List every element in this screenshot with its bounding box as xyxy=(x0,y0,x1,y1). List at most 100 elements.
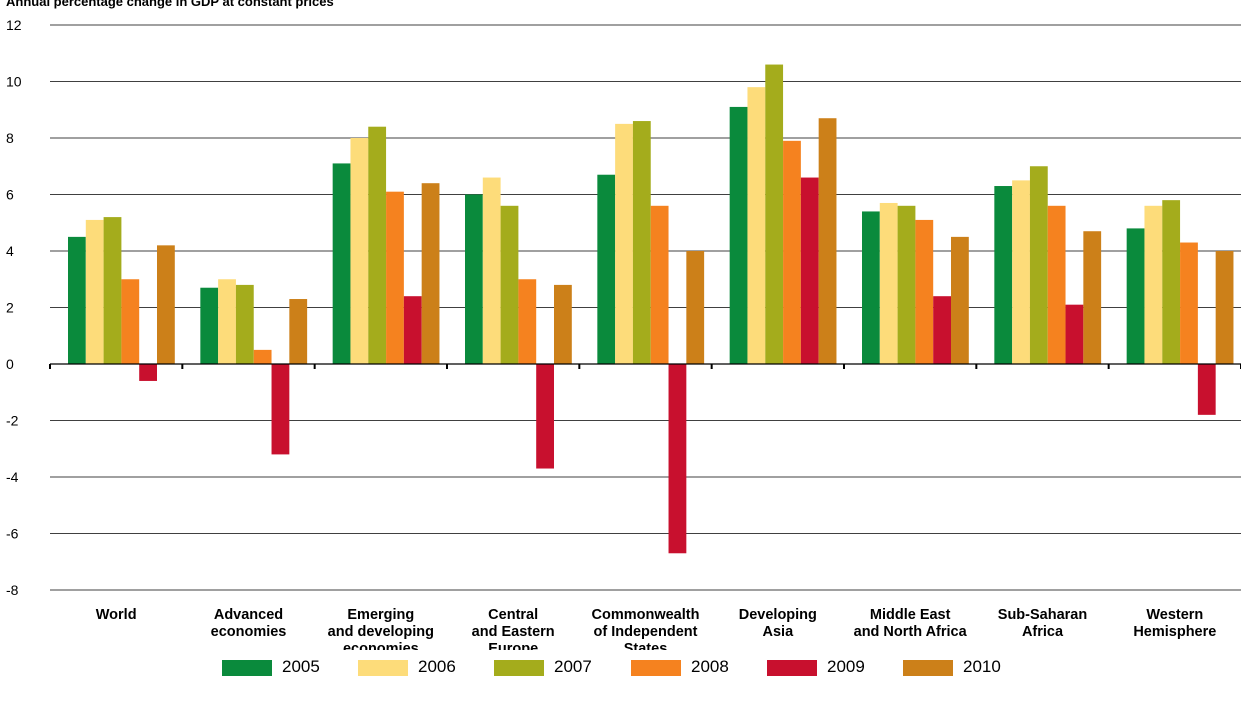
bar-2008 xyxy=(1047,205,1066,364)
category-label-line: Western xyxy=(1146,607,1203,623)
bar-2009 xyxy=(933,296,951,364)
legend-swatch xyxy=(358,660,408,676)
bar-2006 xyxy=(218,279,236,364)
legend-swatch xyxy=(222,660,272,676)
bar-2005 xyxy=(597,174,616,364)
bar-2007 xyxy=(765,64,784,365)
category-label-line: Commonwealth xyxy=(592,607,700,623)
bar-2010 xyxy=(1083,231,1102,364)
bar-2009 xyxy=(536,364,554,469)
bar-2009 xyxy=(271,364,290,455)
bar-2006 xyxy=(350,138,369,364)
bar-2005 xyxy=(1126,228,1145,364)
bar-2009 xyxy=(403,296,422,364)
y-tick-label: 10 xyxy=(6,74,22,90)
bar-2010 xyxy=(289,299,308,364)
legend-swatch xyxy=(494,660,544,676)
category-label-line: Central xyxy=(488,607,538,623)
bar-2007 xyxy=(1162,200,1181,364)
bar-2006 xyxy=(747,87,766,365)
bar-2007 xyxy=(235,284,254,364)
bar-2005 xyxy=(994,186,1013,364)
bar-2005 xyxy=(68,236,86,364)
category-label-line: Emerging xyxy=(347,607,414,623)
bar-2008 xyxy=(121,279,140,364)
category-label-line: economies xyxy=(211,624,287,640)
bar-2009 xyxy=(800,177,819,364)
legend-label: 2007 xyxy=(554,657,592,676)
category-label: Developing Asia xyxy=(739,607,817,640)
category-label: World xyxy=(96,607,137,623)
bar-2010 xyxy=(421,183,440,364)
legend-swatch xyxy=(631,660,681,676)
bar-2008 xyxy=(253,349,272,364)
bar-2008 xyxy=(650,205,669,364)
category-label: Emerging and developing economies xyxy=(328,607,434,650)
category-label-line: States xyxy=(624,641,668,650)
category-label-line: Advanced xyxy=(214,607,283,623)
bar-2005 xyxy=(332,163,351,364)
chart-title: Annual percentage change in GDP at const… xyxy=(6,0,334,9)
bar-2006 xyxy=(85,219,104,364)
category-label: Sub-Saharan Africa xyxy=(998,607,1087,640)
bar-2010 xyxy=(818,118,837,364)
y-tick-label: 4 xyxy=(6,243,14,259)
legend-swatch xyxy=(903,660,953,676)
y-tick-label: 8 xyxy=(6,130,14,146)
legend-label: 2009 xyxy=(827,657,865,676)
bar-2006 xyxy=(615,123,633,364)
category-label-line: and developing xyxy=(328,624,434,640)
category-label: Central and Eastern Europe xyxy=(472,607,555,650)
category-labels: World Advanced economies Emerging and develo… xyxy=(96,607,1217,650)
bar-2007 xyxy=(500,205,519,364)
bar-2009 xyxy=(668,364,687,554)
category-label-line: Asia xyxy=(763,624,795,640)
category-label-line: World xyxy=(96,607,137,623)
bar-2005 xyxy=(729,106,748,365)
category-label: Middle East and North Africa xyxy=(854,607,968,640)
legend-label: 2008 xyxy=(691,657,729,676)
bar-2007 xyxy=(103,217,122,364)
bar-2005 xyxy=(200,287,219,364)
category-label: Advanced economies xyxy=(211,607,287,640)
bar-2008 xyxy=(386,191,404,364)
category-label: Commonwealth of Independent States xyxy=(592,607,700,650)
legend-label: 2010 xyxy=(963,657,1001,676)
category-label-line: of Independent xyxy=(594,624,698,640)
bar-2010 xyxy=(951,236,969,364)
category-label-line: Europe xyxy=(488,641,538,650)
bar-2007 xyxy=(1029,166,1048,364)
category-label-line: and North Africa xyxy=(854,624,968,640)
legend-label: 2006 xyxy=(418,657,456,676)
category-label-line: Middle East xyxy=(870,607,951,623)
category-label-line: Africa xyxy=(1022,624,1064,640)
category-label: Western Hemisphere xyxy=(1133,607,1216,640)
category-label-line: and Eastern xyxy=(472,624,555,640)
bar-2008 xyxy=(783,140,801,364)
legend: 2005 2006 2007 2008 2009 2010 xyxy=(0,656,1241,680)
bar-2008 xyxy=(1180,242,1198,364)
category-label-line: Hemisphere xyxy=(1133,624,1216,640)
bar-2005 xyxy=(465,194,483,364)
y-tick-label: -8 xyxy=(6,582,19,598)
category-label-line: Sub-Saharan xyxy=(998,607,1087,623)
bars xyxy=(68,64,1234,554)
bar-2008 xyxy=(915,219,934,364)
bar-2006 xyxy=(1144,205,1163,364)
bar-2006 xyxy=(482,177,501,364)
y-tick-label: 6 xyxy=(6,187,14,203)
bar-2007 xyxy=(632,121,651,364)
bar-2009 xyxy=(1197,364,1216,415)
zero-axis xyxy=(49,363,1241,369)
bar-2005 xyxy=(862,211,880,364)
y-tick-label: 0 xyxy=(6,356,14,372)
bar-2010 xyxy=(554,284,572,364)
legend-label: 2005 xyxy=(282,657,320,676)
bar-2010 xyxy=(157,245,175,364)
bar-2009 xyxy=(1065,304,1084,364)
bar-2007 xyxy=(368,126,387,364)
bar-2006 xyxy=(879,202,898,364)
y-tick-label: -4 xyxy=(6,469,19,485)
y-tick-label: -2 xyxy=(6,413,19,429)
